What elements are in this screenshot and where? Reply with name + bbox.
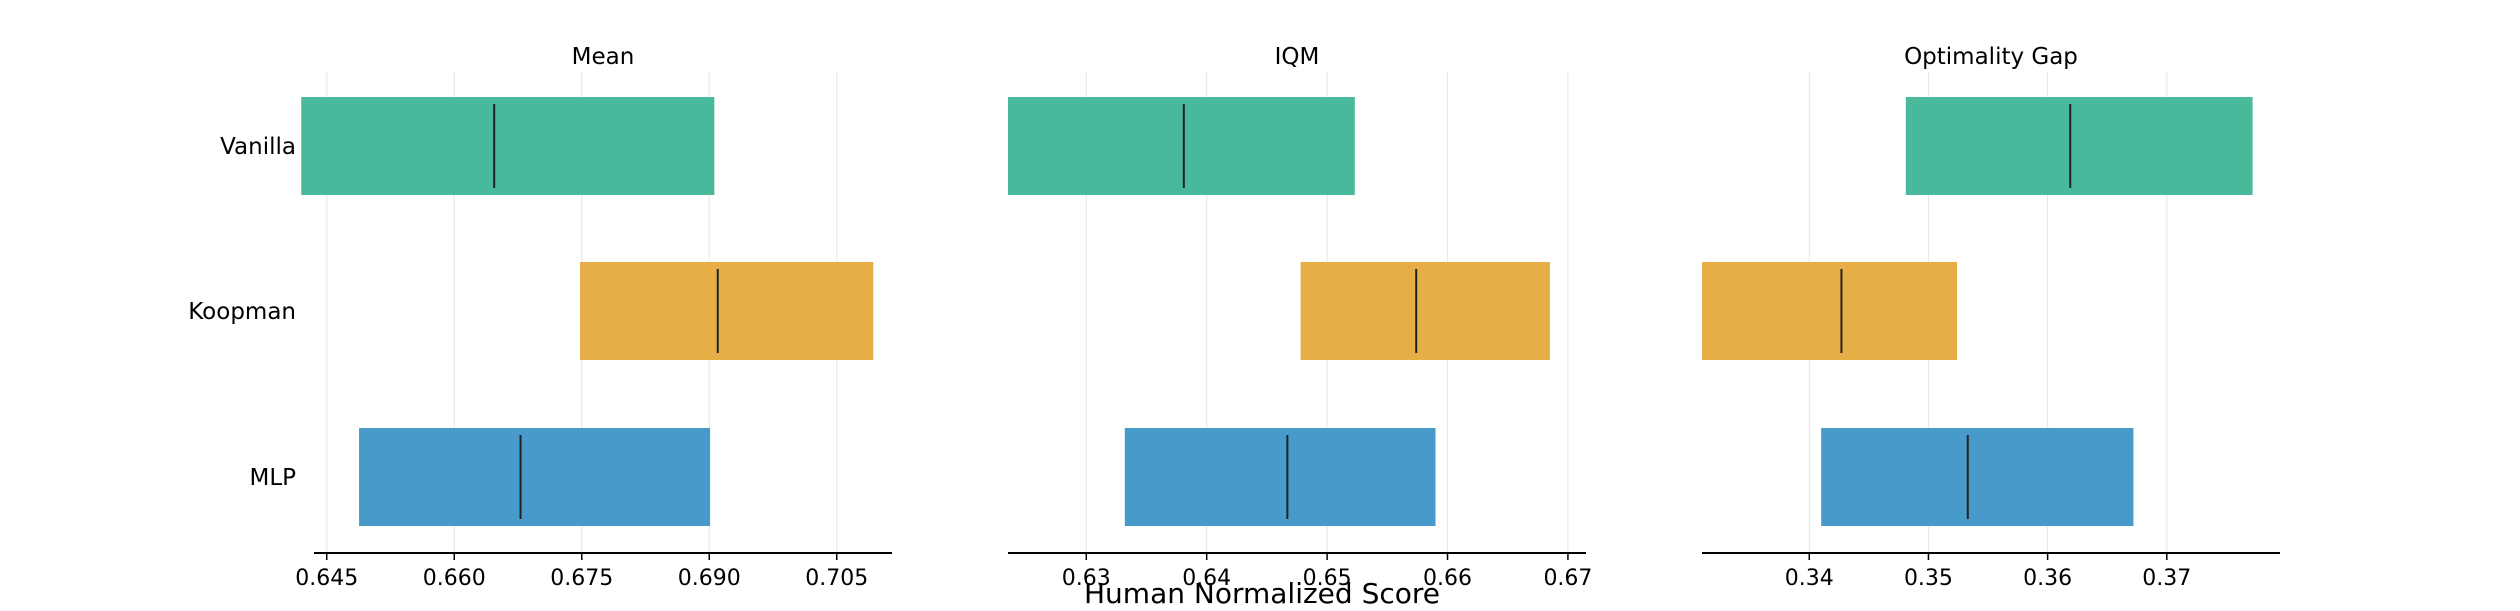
x-tick-label-iqm-2: 0.65 — [1303, 566, 1352, 591]
x-tick-label-optimality-gap-2: 0.36 — [2023, 566, 2072, 591]
panel-title-mean: Mean — [572, 44, 635, 70]
x-tick-label-iqm-0: 0.63 — [1062, 566, 1111, 591]
category-label-vanilla: Vanilla — [220, 134, 296, 160]
panel-mean: Mean 0.645 0.660 0.675 0.690 0.705 — [295, 44, 892, 591]
interval-bar-optimality-gap-mlp — [1821, 428, 2134, 526]
interval-bar-mean-koopman — [580, 262, 874, 360]
panel-optimality-gap: Optimality Gap 0.34 0.35 0.36 0.37 — [1702, 44, 2280, 591]
panel-iqm: IQM 0.63 0.64 0.65 0.66 0.67 — [1008, 44, 1592, 591]
interval-bar-optimality-gap-vanilla — [1905, 97, 2253, 195]
x-tick-label-iqm-1: 0.64 — [1182, 566, 1231, 591]
x-tick-label-optimality-gap-0: 0.34 — [1785, 566, 1834, 591]
interval-bar-iqm-koopman — [1300, 262, 1550, 360]
interval-bar-mean-vanilla — [301, 97, 715, 195]
x-tick-label-iqm-3: 0.66 — [1423, 566, 1472, 591]
x-axis-title: Human Normalized Score — [1084, 577, 1440, 610]
interval-bar-mean-mlp — [359, 428, 711, 526]
interval-bar-iqm-vanilla — [1008, 97, 1355, 195]
x-tick-label-iqm-4: 0.67 — [1543, 566, 1592, 591]
x-tick-label-mean-4: 0.705 — [805, 566, 868, 591]
interval-bar-optimality-gap-koopman — [1702, 262, 1958, 360]
category-label-koopman: Koopman — [188, 299, 296, 325]
x-tick-label-optimality-gap-3: 0.37 — [2142, 566, 2191, 591]
x-tick-label-mean-2: 0.675 — [550, 566, 613, 591]
panel-title-optimality-gap: Optimality Gap — [1904, 44, 2078, 70]
x-tick-label-mean-1: 0.660 — [423, 566, 486, 591]
category-label-mlp: MLP — [249, 465, 296, 491]
x-tick-label-mean-0: 0.645 — [295, 566, 358, 591]
interval-bar-iqm-mlp — [1124, 428, 1436, 526]
x-tick-label-optimality-gap-1: 0.35 — [1904, 566, 1953, 591]
x-tick-label-mean-3: 0.690 — [678, 566, 741, 591]
panel-title-iqm: IQM — [1275, 44, 1320, 70]
